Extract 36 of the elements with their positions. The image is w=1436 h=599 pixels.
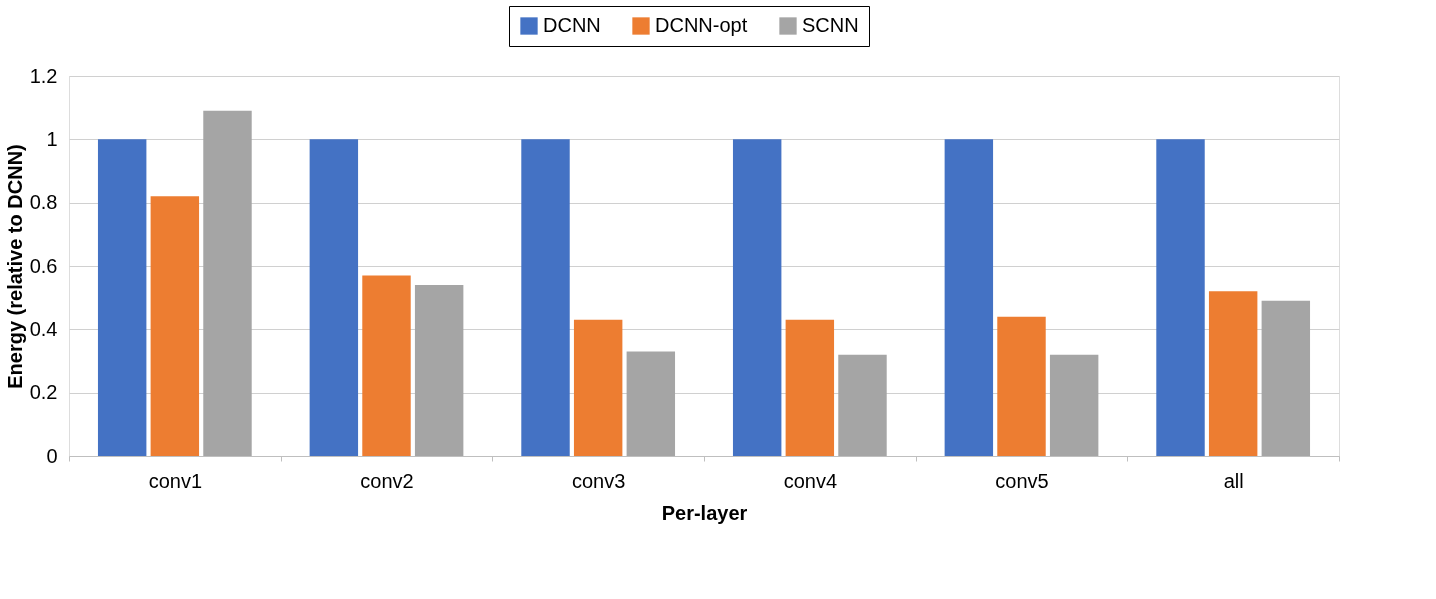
y-tick-label: 0.8 bbox=[29, 191, 58, 214]
bar bbox=[414, 285, 464, 456]
bar bbox=[521, 139, 570, 456]
bar bbox=[150, 196, 200, 456]
y-tick-label: 0.6 bbox=[29, 254, 58, 277]
bar bbox=[944, 139, 994, 456]
bar bbox=[626, 351, 676, 456]
x-tick-label: conv3 bbox=[571, 469, 626, 492]
legend-label: DCNN-opt bbox=[655, 14, 748, 36]
x-tick-label: conv2 bbox=[360, 469, 414, 492]
bar bbox=[1156, 139, 1205, 456]
y-tick-label: 1.2 bbox=[29, 64, 58, 87]
bar bbox=[1208, 291, 1258, 456]
y-axis-title: Energy (relative to DCNN) bbox=[3, 144, 26, 389]
y-tick-label: 0.2 bbox=[29, 381, 58, 404]
bar bbox=[203, 110, 252, 456]
legend-label: DCNN bbox=[543, 14, 601, 36]
bar bbox=[97, 139, 147, 456]
y-tick-label: 1 bbox=[46, 127, 58, 150]
bar bbox=[573, 319, 623, 456]
x-axis-title: Per-layer bbox=[661, 501, 748, 524]
bar bbox=[309, 139, 359, 456]
x-tick-label: all bbox=[1223, 469, 1244, 492]
legend-label: SCNN bbox=[802, 14, 859, 36]
bar bbox=[1049, 354, 1099, 456]
bar bbox=[732, 139, 782, 456]
bar bbox=[362, 275, 411, 456]
x-tick-label: conv5 bbox=[995, 469, 1049, 492]
x-tick-label: conv1 bbox=[148, 469, 203, 492]
y-tick-label: 0.4 bbox=[29, 317, 58, 340]
bar bbox=[785, 319, 835, 456]
y-tick-label: 0 bbox=[46, 444, 58, 467]
bar bbox=[838, 354, 887, 456]
x-tick-label: conv4 bbox=[783, 469, 838, 492]
bar bbox=[1261, 300, 1311, 456]
bar bbox=[997, 316, 1046, 456]
